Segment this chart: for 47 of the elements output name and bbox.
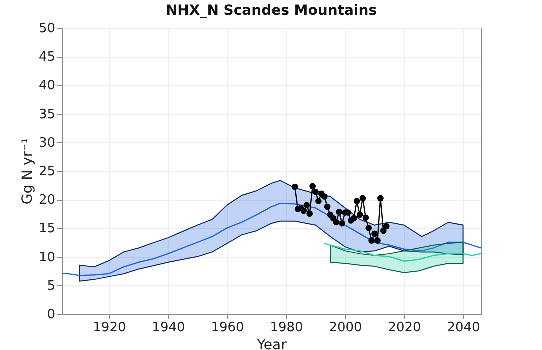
point xyxy=(300,208,308,214)
point xyxy=(304,202,310,208)
y-tick-label: 0 xyxy=(47,308,56,322)
x-axis-title: Year xyxy=(256,338,288,350)
x-tick-label: 2020 xyxy=(388,320,422,336)
point xyxy=(372,230,378,238)
point xyxy=(362,214,370,222)
y-tick-label: 5 xyxy=(47,278,56,294)
y-tick-label: 25 xyxy=(38,164,56,180)
point xyxy=(360,195,366,202)
point xyxy=(378,195,384,202)
point xyxy=(310,183,316,190)
point xyxy=(350,215,358,222)
line-series xyxy=(61,203,482,276)
point xyxy=(339,220,346,227)
y-tick-label: 40 xyxy=(38,78,56,94)
y-tick-label: 15 xyxy=(38,222,56,237)
point xyxy=(312,189,319,196)
y-axis-title: Gg N yr⁻¹ xyxy=(20,138,36,205)
y-tick-label: 20 xyxy=(38,193,56,208)
y-tick-label: 35 xyxy=(38,107,56,122)
point xyxy=(336,209,343,216)
chart-title: NHX_N Scandes Mountains xyxy=(166,3,378,19)
x-tick-label: 2040 xyxy=(447,320,480,336)
y-tick-label: 50 xyxy=(38,22,56,36)
point xyxy=(366,225,372,232)
point xyxy=(380,228,387,234)
x-tick-label: 1980 xyxy=(270,320,304,336)
y-tick-label: 30 xyxy=(38,136,56,151)
point xyxy=(368,238,375,244)
point xyxy=(321,194,328,200)
y-tick-label: 45 xyxy=(38,50,56,66)
x-tick-label: 1940 xyxy=(152,320,186,336)
x-tick-label: 1920 xyxy=(93,320,126,336)
y-tick-label: 10 xyxy=(38,250,56,266)
x-tick-label: 2000 xyxy=(329,320,362,336)
point xyxy=(333,219,340,226)
point xyxy=(383,223,390,230)
point xyxy=(316,198,322,204)
point xyxy=(324,204,331,210)
point xyxy=(374,238,381,244)
point xyxy=(306,210,314,218)
point xyxy=(356,212,364,218)
point xyxy=(354,198,360,204)
line-series xyxy=(324,243,482,262)
x-tick-label: 1960 xyxy=(211,320,244,336)
point xyxy=(292,184,298,190)
